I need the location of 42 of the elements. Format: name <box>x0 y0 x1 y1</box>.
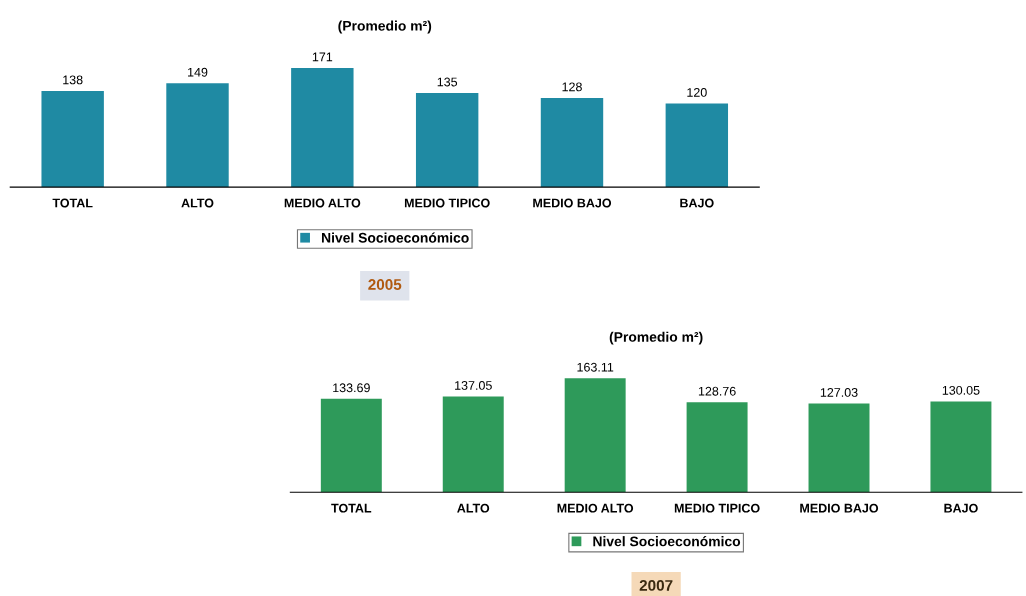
data-label: 127.03 <box>820 388 858 397</box>
data-label: 149 <box>188 67 208 77</box>
data-label: 171 <box>312 52 333 62</box>
legend-label: Nivel Socioeconómico <box>593 535 741 547</box>
data-label: 128.76 <box>698 386 736 396</box>
data-label: 120 <box>687 88 707 97</box>
legend-label: Nivel Socioeconómico <box>322 232 469 243</box>
x-tick-label: ALTO <box>457 503 490 513</box>
data-label: 137.05 <box>455 381 492 390</box>
text: 2007 <box>639 579 673 591</box>
bar <box>291 67 354 188</box>
x-tick-label: ALTO <box>181 198 214 208</box>
chart-title: (Promedio m²) <box>338 20 432 34</box>
x-tick-label: MEDIO ALTO <box>557 503 634 513</box>
bar <box>415 93 479 188</box>
data-label: 128 <box>562 82 582 92</box>
bar <box>166 83 229 188</box>
x-tick-label: MEDIO ALTO <box>284 198 361 208</box>
x-tick-label: MEDIO BAJO <box>800 503 879 513</box>
bar <box>41 90 104 188</box>
bar <box>686 402 748 493</box>
bar <box>930 401 992 493</box>
bar <box>808 403 870 493</box>
bar <box>540 97 604 188</box>
data-label: 130.05 <box>942 385 980 395</box>
bar <box>665 103 729 188</box>
x-tick-label: MEDIO BAJO <box>533 198 612 208</box>
data-label: 133.69 <box>333 383 370 393</box>
data-label: 163.11 <box>577 362 614 372</box>
data-label: 138 <box>63 75 83 85</box>
x-tick-label: TOTAL <box>52 198 93 208</box>
bar <box>320 398 382 493</box>
bar <box>442 396 504 493</box>
x-tick-label: BAJO <box>944 503 978 513</box>
x-tick-label: TOTAL <box>331 503 372 513</box>
x-tick-label: MEDIO TIPICO <box>404 198 490 208</box>
chart-title: (Promedio m²) <box>609 331 703 345</box>
x-tick-label: BAJO <box>680 198 714 208</box>
text: 2005 <box>368 279 402 290</box>
bar <box>564 378 626 493</box>
x-tick-label: MEDIO TIPICO <box>674 503 760 513</box>
data-label: 135 <box>437 77 458 87</box>
